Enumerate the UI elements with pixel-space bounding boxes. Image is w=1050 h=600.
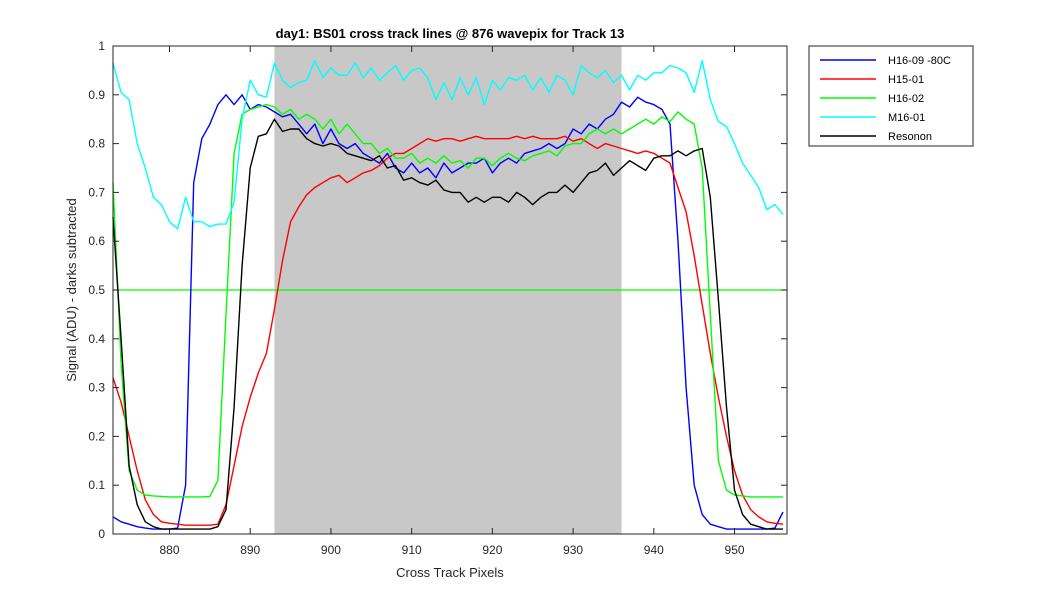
legend-label: M16-01 xyxy=(888,112,925,124)
y-tick-label: 0.2 xyxy=(88,429,105,443)
y-axis-title: Signal (ADU) - darks subtracted xyxy=(64,198,79,382)
y-tick-label: 0.4 xyxy=(88,332,105,346)
series-line-h16-02 xyxy=(112,103,783,498)
x-tick-label: 880 xyxy=(159,543,179,557)
legend: H16-09 -80C H15-01 H16-02 M16-01 Resonon xyxy=(808,45,974,147)
legend-label: H16-02 xyxy=(888,93,924,105)
series-line-m16-01 xyxy=(112,59,784,230)
legend-label: H15-01 xyxy=(888,74,924,86)
x-tick-label: 920 xyxy=(482,543,502,557)
series-line-h15-01 xyxy=(112,135,784,526)
x-tick-label: 890 xyxy=(240,543,260,557)
y-tick-label: 0.7 xyxy=(88,185,105,199)
series-line-resonon xyxy=(112,118,783,530)
y-tick-label: 1 xyxy=(98,39,105,53)
y-tick-label: 0.3 xyxy=(88,381,105,395)
x-tick-label: 950 xyxy=(725,543,745,557)
x-tick-label: 930 xyxy=(563,543,583,557)
x-tick-label: 910 xyxy=(402,543,422,557)
series-line-h16-09-80c xyxy=(112,94,784,530)
y-tick-label: 0 xyxy=(98,527,105,541)
x-axis-title: Cross Track Pixels xyxy=(396,565,504,580)
y-tick-label: 0.9 xyxy=(88,88,105,102)
x-tick-label: 940 xyxy=(644,543,664,557)
legend-label: Resonon xyxy=(888,131,932,143)
legend-box xyxy=(808,45,974,147)
y-tick-label: 0.8 xyxy=(88,137,105,151)
y-tick-label: 0.6 xyxy=(88,234,105,248)
y-tick-label: 0.1 xyxy=(88,478,105,492)
legend-label: H16-09 -80C xyxy=(888,55,951,67)
y-tick-label: 0.5 xyxy=(88,283,105,297)
x-tick-label: 900 xyxy=(321,543,341,557)
chart-title: day1: BS01 cross track lines @ 876 wavep… xyxy=(276,26,625,41)
